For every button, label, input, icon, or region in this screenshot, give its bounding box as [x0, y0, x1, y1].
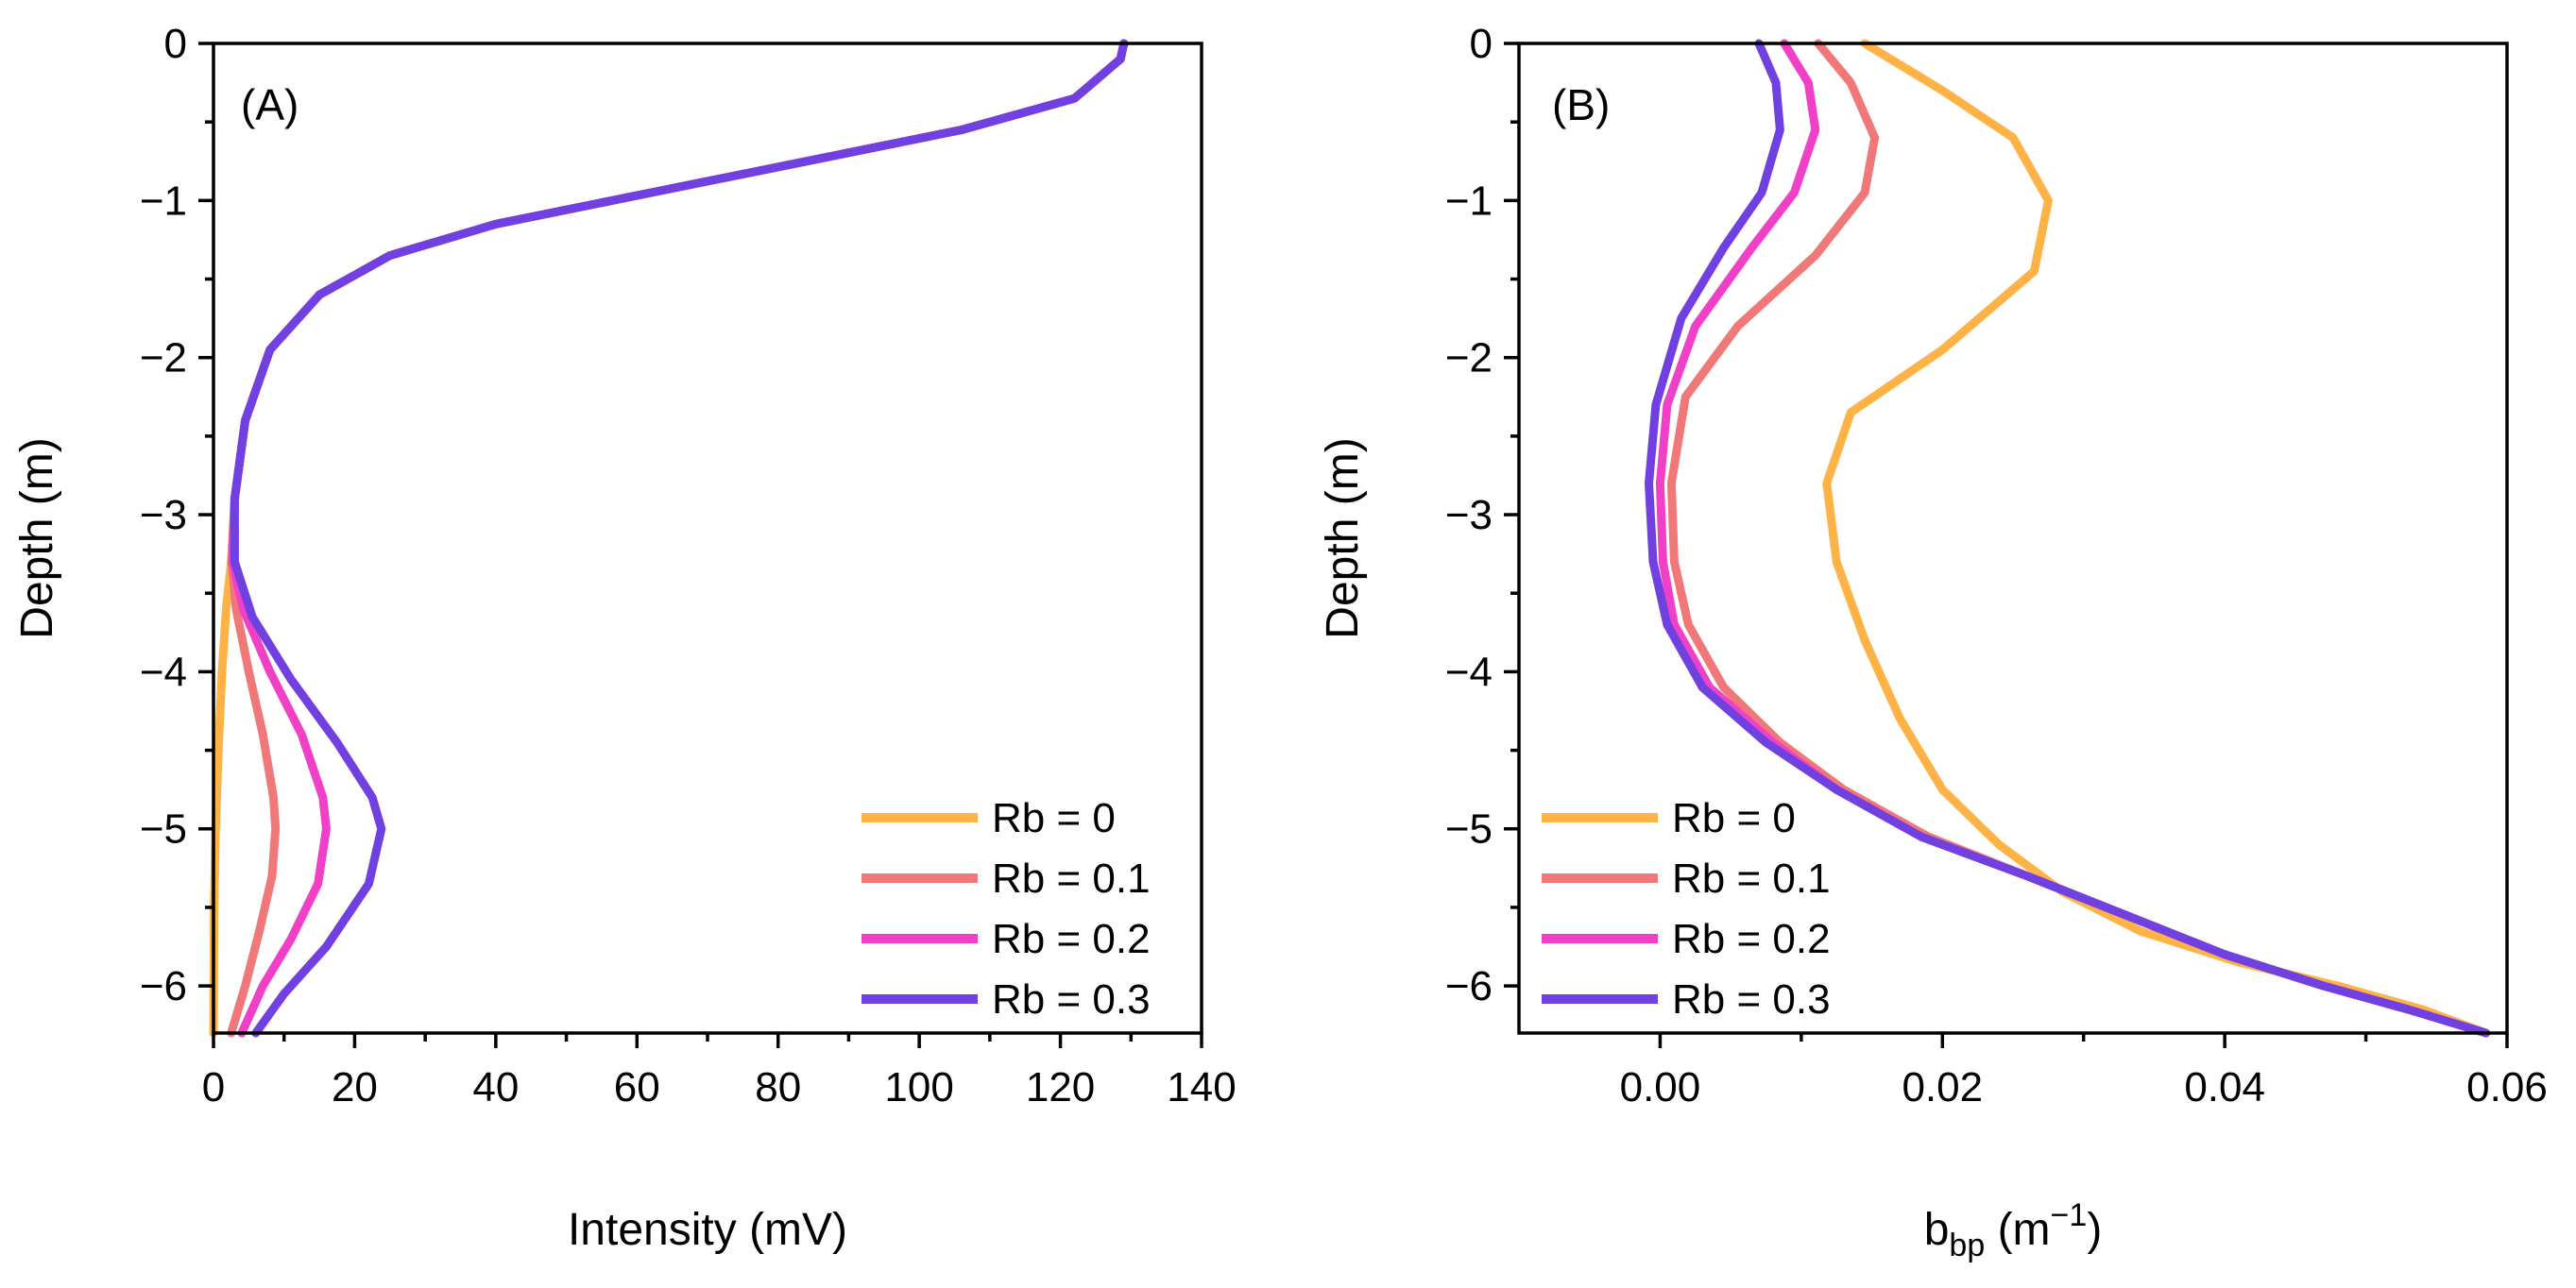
panel-a-tag: (A) [241, 80, 299, 129]
series-line-rb03 [230, 39, 1129, 1038]
legend-label-rb01: Rb = 0.1 [992, 856, 1151, 902]
panel-b-tag: (B) [1552, 80, 1610, 129]
y-tick-label: −1 [1445, 178, 1493, 224]
x-title-close: ) [2087, 1205, 2102, 1255]
legend-label-rb01: Rb = 0.1 [1672, 856, 1831, 902]
legend-label-rb02: Rb = 0.2 [1672, 916, 1831, 962]
x-tick-label: 40 [472, 1064, 519, 1110]
x-title-exp: −1 [2051, 1197, 2088, 1233]
x-title-main: b [1924, 1205, 1950, 1255]
x-tick-label: 0.00 [1620, 1064, 1701, 1110]
legend-label-rb03: Rb = 0.3 [992, 976, 1151, 1023]
panel-b-y-axis-title: Depth (m) [1318, 437, 1368, 638]
x-tick-label: 140 [1167, 1064, 1236, 1110]
y-tick-label: −2 [140, 335, 187, 381]
panel-b-frame [1517, 42, 2509, 1035]
panel-b-curves [1645, 39, 2491, 1038]
y-tick-label: 0 [1470, 21, 1493, 67]
y-tick-label: −1 [140, 178, 187, 224]
x-tick-label: 80 [755, 1064, 801, 1110]
y-tick-label: −2 [1445, 335, 1493, 381]
x-tick-label: 0 [202, 1064, 225, 1110]
panel-b-legend: Rb = 0 Rb = 0.1 Rb = 0.2 Rb = 0.3 [1542, 795, 1831, 1023]
y-tick-label: −6 [1445, 963, 1493, 1009]
x-tick-label: 20 [332, 1064, 378, 1110]
panel-b: 0.00 0.02 0.04 0.06 0 −1 −2 −3 −4 −5 −6 (B) bbp (m… [1318, 21, 2548, 1263]
series-line-rb0 [1822, 39, 2491, 1038]
y-tick-label: 0 [164, 21, 187, 67]
x-tick-label: 0.04 [2184, 1064, 2265, 1110]
legend-label-rb0: Rb = 0 [1672, 795, 1796, 841]
y-tick-label: −3 [1445, 492, 1493, 538]
legend-label-rb03: Rb = 0.3 [1672, 976, 1831, 1023]
legend-label-rb02: Rb = 0.2 [992, 916, 1151, 962]
panel-b-ticks: 0.00 0.02 0.04 0.06 0 −1 −2 −3 −4 −5 −6 [1445, 21, 2548, 1110]
y-tick-label: −4 [140, 649, 187, 695]
y-tick-label: −4 [1445, 649, 1493, 695]
panel-a-y-axis-title: Depth (m) [12, 437, 62, 638]
panel-b-x-axis-title: bbp (m−1) [1924, 1197, 2103, 1263]
x-tick-label: 0.02 [1902, 1064, 1983, 1110]
panel-a-curves [209, 39, 1129, 1038]
y-tick-label: −5 [1445, 806, 1493, 853]
x-tick-label: 0.06 [2466, 1064, 2548, 1110]
x-tick-label: 120 [1026, 1064, 1095, 1110]
panel-a-x-axis-title: Intensity (mV) [568, 1205, 847, 1255]
x-title-sub: bp [1949, 1228, 1985, 1263]
panel-a: 0 20 40 60 80 100 120 140 0 −1 −2 −3 −4 −5 −6 (A) Inte… [12, 21, 1237, 1255]
x-tick-label: 60 [614, 1064, 660, 1110]
y-tick-label: −6 [140, 963, 187, 1009]
panel-a-legend: Rb = 0 Rb = 0.1 Rb = 0.2 Rb = 0.3 [862, 795, 1151, 1023]
panel-a-ticks: 0 20 40 60 80 100 120 140 0 −1 −2 −3 −4 −5 −6 [140, 21, 1237, 1110]
legend-label-rb0: Rb = 0 [992, 795, 1116, 841]
series-line-rb03 [1645, 39, 2491, 1038]
x-tick-label: 100 [884, 1064, 953, 1110]
y-tick-label: −3 [140, 492, 187, 538]
x-title-unit: (m [1985, 1205, 2050, 1255]
y-tick-label: −5 [140, 806, 187, 853]
